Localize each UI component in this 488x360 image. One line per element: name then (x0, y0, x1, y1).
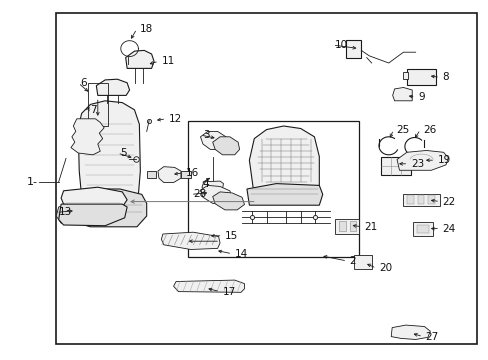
Polygon shape (158, 167, 181, 183)
Polygon shape (71, 119, 104, 155)
Polygon shape (125, 50, 154, 68)
Text: 20: 20 (378, 263, 391, 273)
Bar (403, 72, 407, 79)
Text: 22: 22 (442, 197, 455, 207)
Text: 25: 25 (395, 125, 408, 135)
Polygon shape (246, 184, 322, 205)
Text: 13: 13 (59, 207, 72, 217)
Text: 9: 9 (417, 92, 424, 102)
Bar (349, 221, 356, 231)
Polygon shape (161, 232, 220, 249)
Bar (338, 221, 345, 231)
Text: 4: 4 (203, 179, 209, 189)
Text: 18: 18 (139, 24, 152, 34)
Text: 16: 16 (185, 168, 199, 178)
Polygon shape (173, 280, 244, 292)
Polygon shape (96, 79, 129, 95)
Bar (88, 83, 107, 126)
Polygon shape (396, 150, 447, 170)
Bar (427, 195, 434, 204)
Bar (188, 121, 359, 257)
Bar (146, 171, 156, 178)
Polygon shape (249, 126, 319, 196)
Text: 26: 26 (422, 125, 435, 135)
Polygon shape (200, 131, 227, 149)
Text: 10: 10 (334, 40, 347, 50)
Bar (381, 157, 410, 175)
Polygon shape (78, 101, 140, 212)
Bar (353, 255, 371, 269)
Text: 28: 28 (193, 189, 206, 199)
Text: 14: 14 (234, 249, 247, 259)
Polygon shape (61, 187, 127, 209)
Polygon shape (68, 189, 146, 227)
Bar (406, 195, 413, 204)
FancyBboxPatch shape (407, 69, 435, 85)
Text: 12: 12 (168, 114, 182, 124)
Polygon shape (200, 185, 232, 203)
Text: 15: 15 (224, 231, 238, 241)
Polygon shape (56, 203, 71, 223)
Text: 8: 8 (442, 72, 448, 82)
Text: 5: 5 (120, 148, 126, 158)
Text: 24: 24 (442, 224, 455, 234)
Bar (412, 222, 432, 236)
Bar (345, 40, 361, 58)
Bar (403, 194, 439, 206)
Bar (417, 195, 424, 204)
Polygon shape (212, 137, 239, 155)
Polygon shape (59, 204, 127, 226)
Polygon shape (390, 325, 429, 339)
Text: 3: 3 (203, 130, 209, 140)
Text: 1-: 1- (27, 177, 38, 187)
Bar (181, 171, 191, 178)
Polygon shape (212, 192, 244, 210)
Text: 17: 17 (222, 287, 235, 297)
Text: 21: 21 (364, 222, 377, 232)
Text: 19: 19 (437, 155, 450, 165)
Text: 2: 2 (349, 256, 356, 266)
Polygon shape (392, 87, 411, 101)
Text: 6: 6 (81, 78, 87, 88)
Text: 11: 11 (161, 56, 174, 66)
Bar (334, 219, 359, 234)
Polygon shape (202, 181, 223, 192)
Text: 23: 23 (410, 159, 423, 169)
Text: 7: 7 (90, 105, 97, 115)
Bar (56, 13, 476, 344)
Bar (416, 225, 428, 233)
Text: 27: 27 (425, 332, 438, 342)
